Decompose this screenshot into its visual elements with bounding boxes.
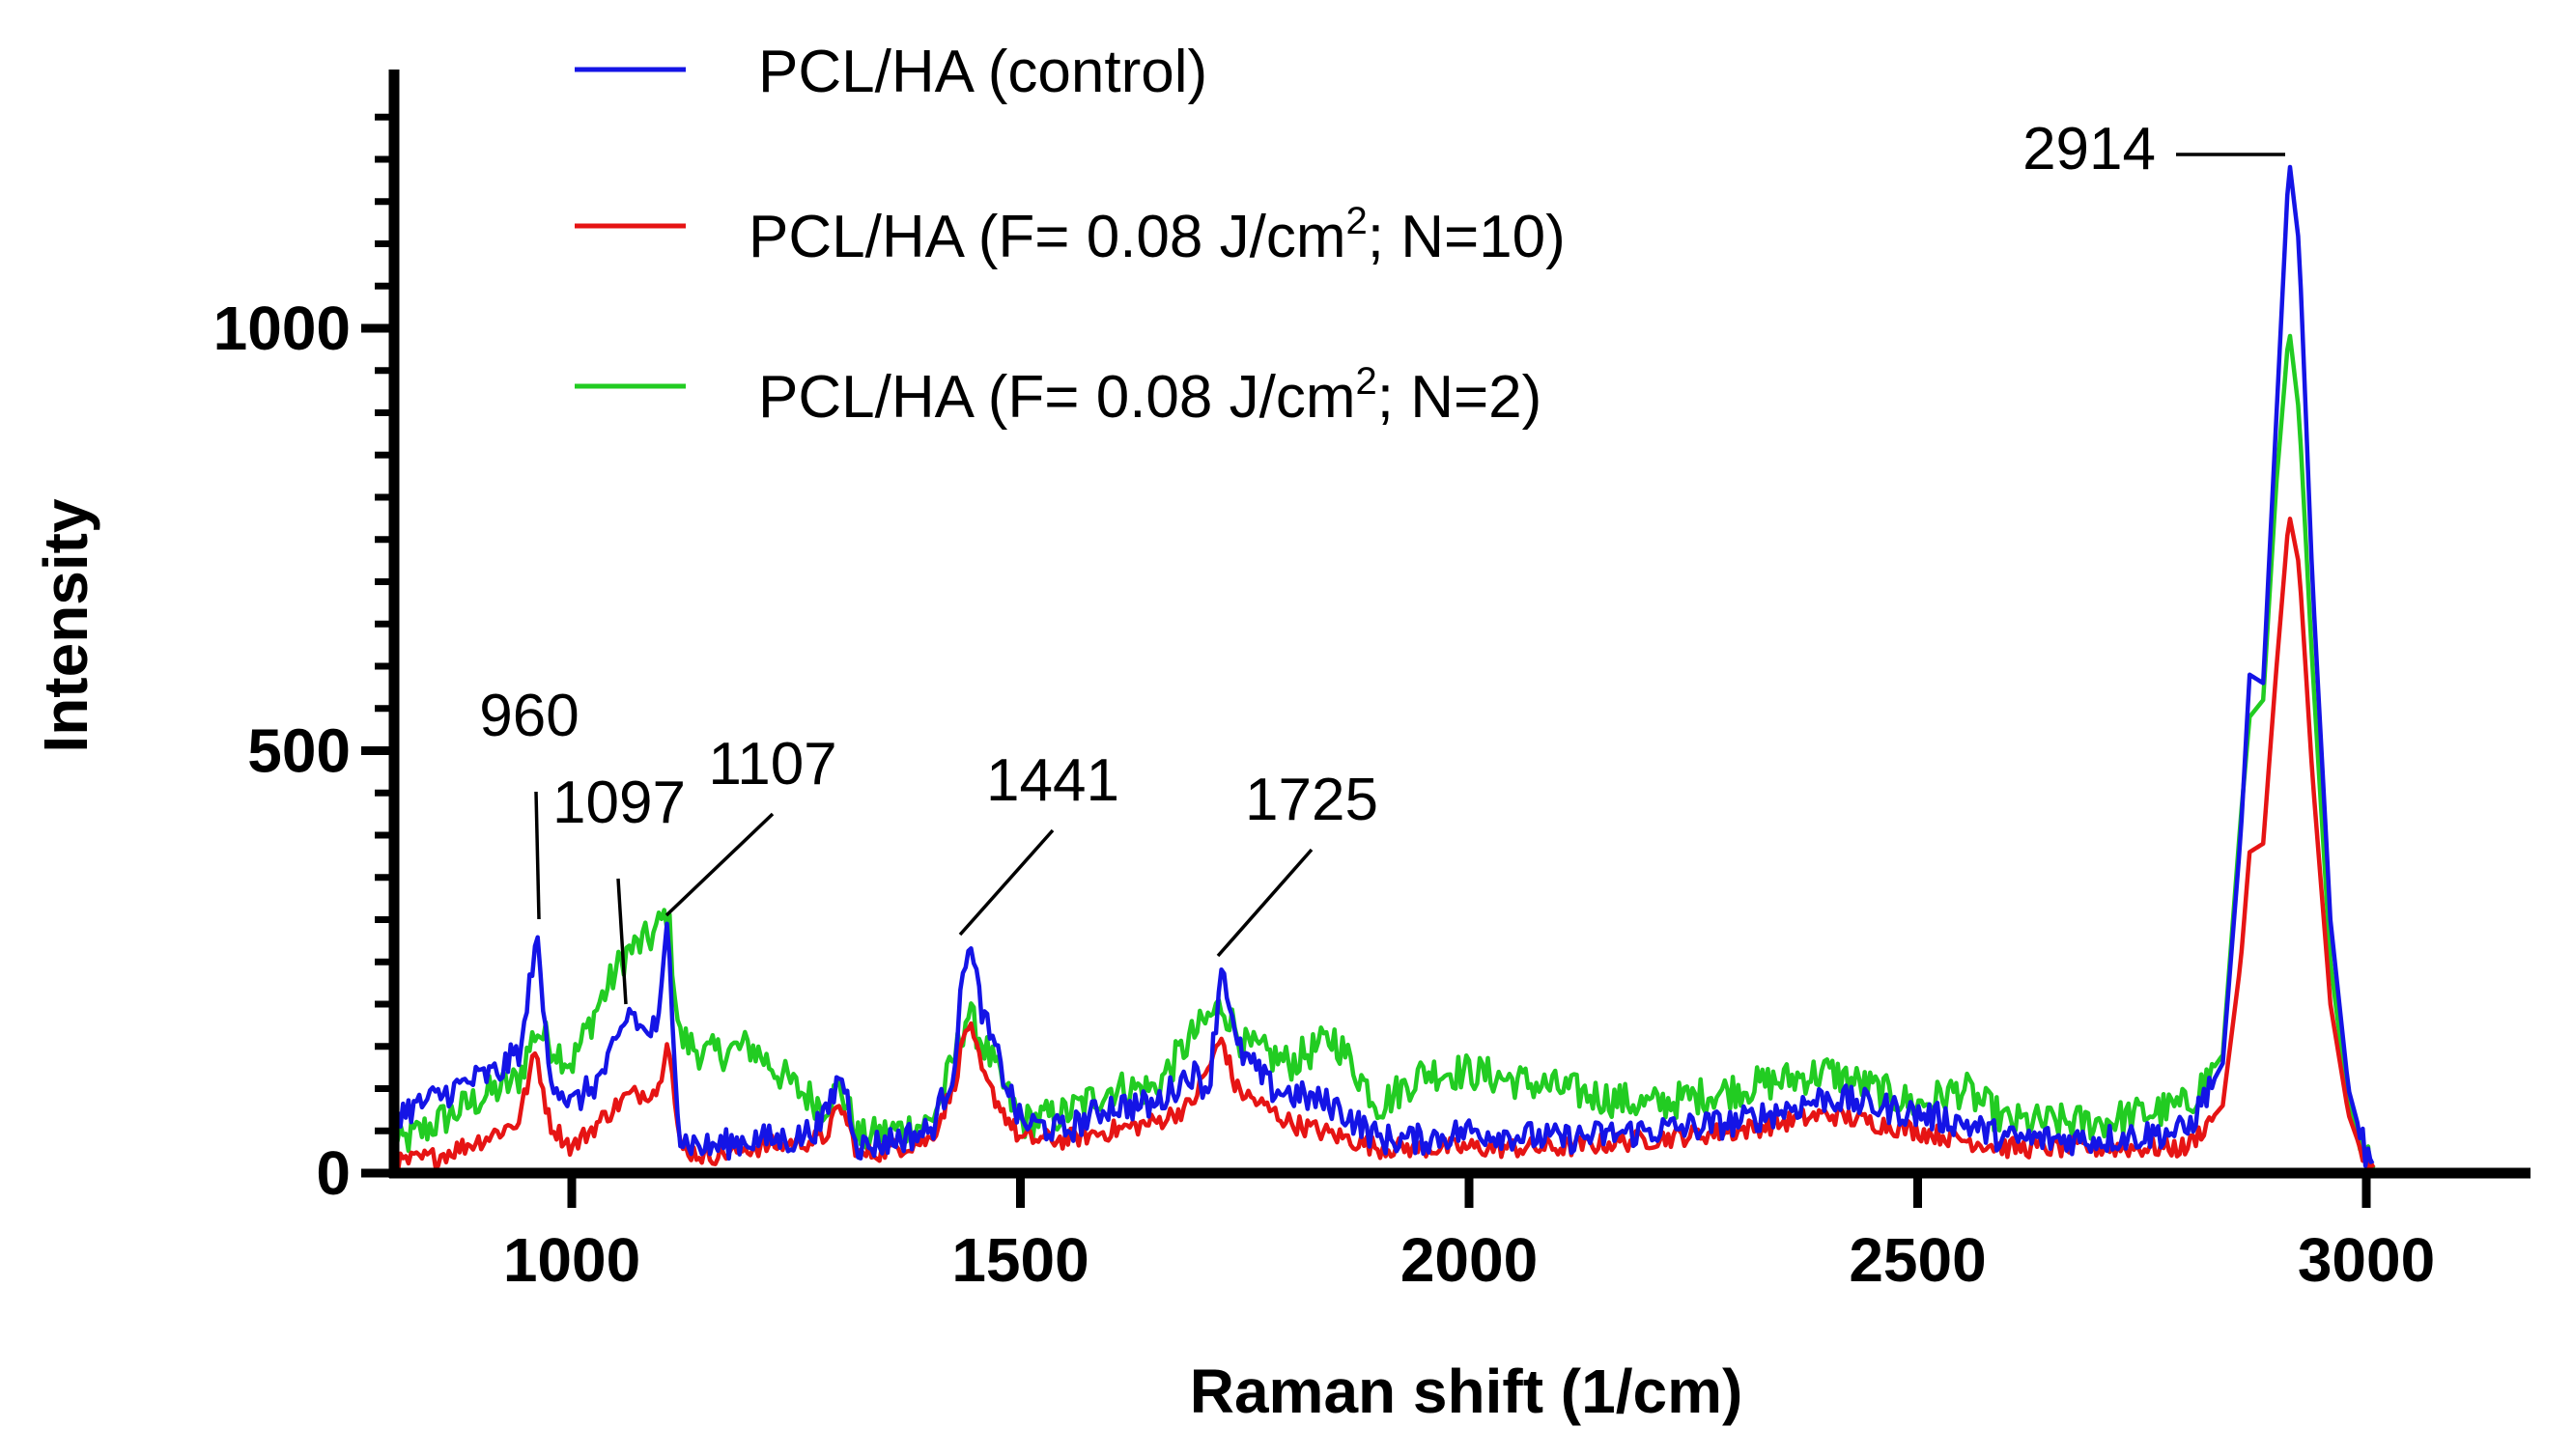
series-line-2 bbox=[390, 333, 2376, 1176]
legend: PCL/HA (control) PCL/HA (F= 0.08 J/cm2; N… bbox=[575, 39, 1566, 431]
annotation-leader bbox=[958, 828, 1055, 937]
y-tick-label: 0 bbox=[316, 1138, 351, 1208]
series-line-0 bbox=[389, 164, 2375, 1168]
annotation-layer: 960 1097 1107 1441 1725 2914 bbox=[479, 116, 2285, 1005]
y-tick-label: 500 bbox=[247, 716, 351, 786]
x-axis-title: Raman shift (1/cm) bbox=[1190, 1357, 1743, 1426]
x-tick-label: 3000 bbox=[2298, 1225, 2435, 1295]
legend-label: PCL/HA (control) bbox=[758, 39, 1207, 105]
annotation-label: 1097 bbox=[552, 770, 686, 836]
y-tick-label: 1000 bbox=[213, 294, 351, 363]
x-tick-label: 2000 bbox=[1400, 1225, 1538, 1295]
annotation-label: 960 bbox=[479, 683, 579, 749]
series-layer bbox=[389, 164, 2376, 1176]
annotation-label: 1107 bbox=[708, 731, 836, 798]
annotation-label: 1441 bbox=[986, 747, 1119, 814]
legend-label: PCL/HA (F= 0.08 J/cm2; N=2) bbox=[758, 360, 1541, 431]
ticks-layer: 0 500 1000 1000 1500 2000 2500 3000 bbox=[213, 113, 2435, 1295]
annotation-leader bbox=[616, 878, 628, 1005]
x-tick-label: 2500 bbox=[1849, 1225, 1986, 1295]
annotation-leader bbox=[534, 791, 541, 920]
annotation-leader bbox=[664, 812, 775, 917]
x-tick-label: 1500 bbox=[951, 1225, 1089, 1295]
y-axis-title: Intensity bbox=[31, 498, 100, 753]
annotation-leader bbox=[1216, 848, 1314, 958]
legend-label: PCL/HA (F= 0.08 J/cm2; N=10) bbox=[749, 200, 1566, 270]
x-tick-label: 1000 bbox=[503, 1225, 640, 1295]
annotation-label: 1725 bbox=[1245, 767, 1378, 833]
annotation-label: 2914 bbox=[2022, 116, 2156, 182]
series-line-1 bbox=[390, 517, 2376, 1176]
